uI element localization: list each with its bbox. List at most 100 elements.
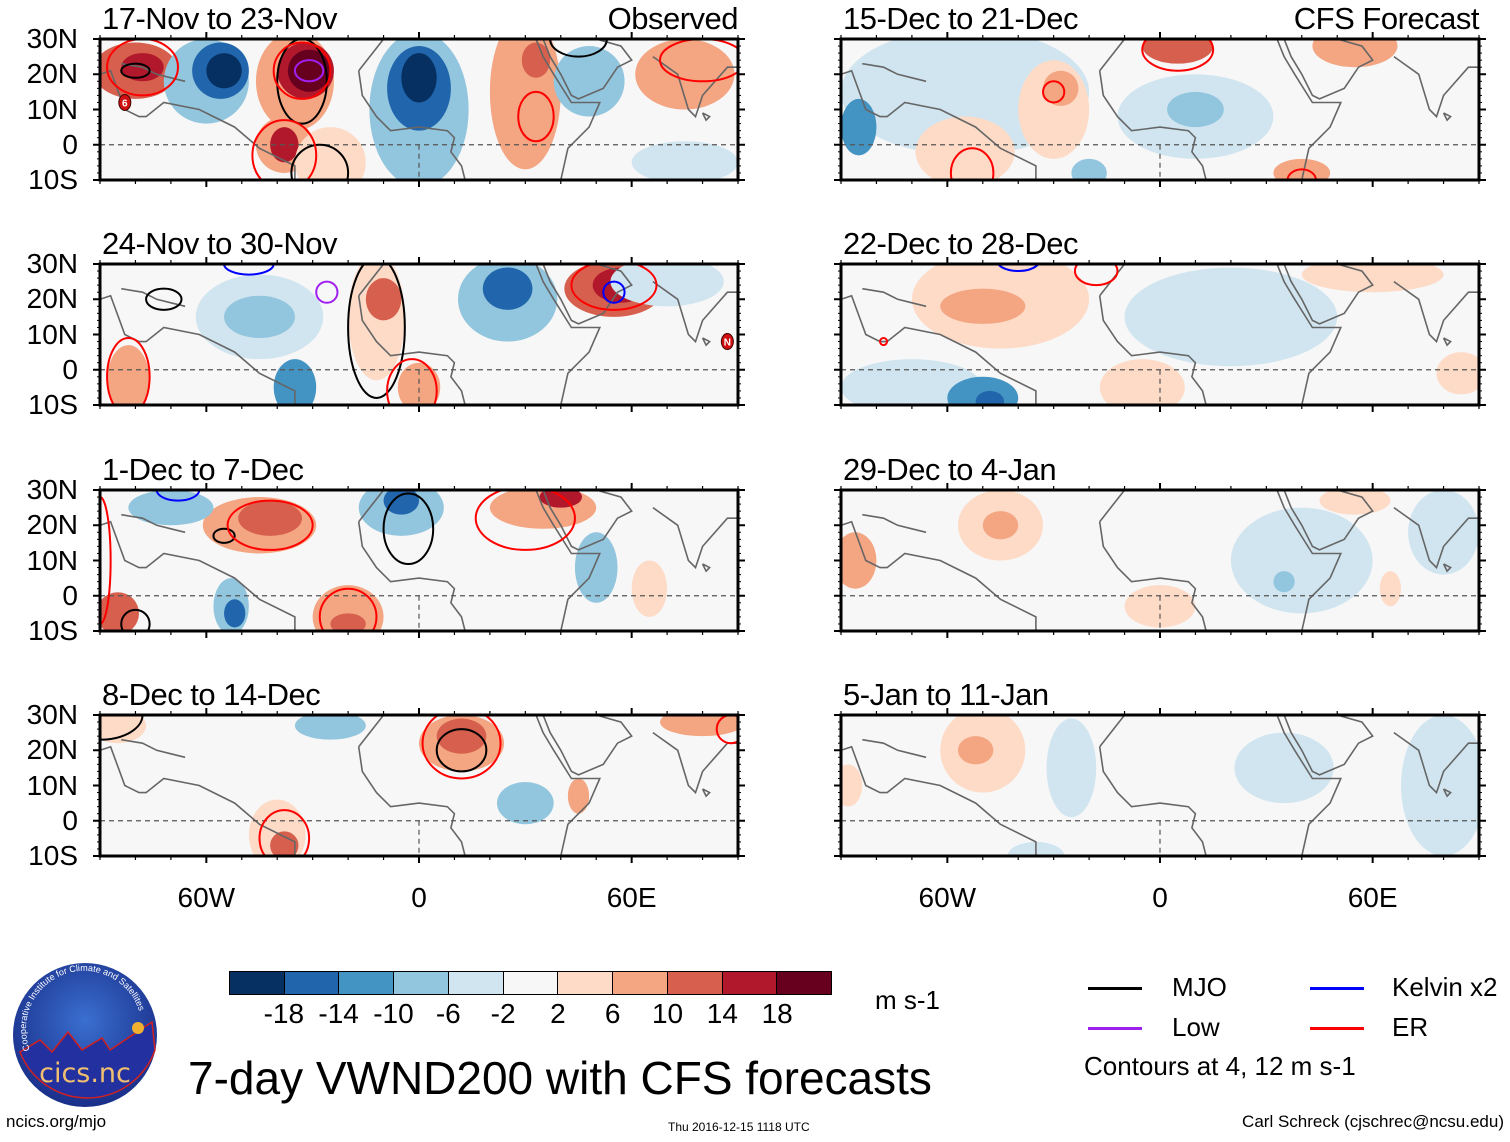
svg-text:6: 6: [122, 98, 128, 109]
anomaly-region: [1273, 571, 1295, 593]
y-tick-label: 30N: [26, 699, 78, 730]
map-panel: [834, 257, 1486, 412]
coastline: [1098, 521, 1207, 631]
coastline: [1442, 337, 1452, 347]
anomaly-region: [365, 278, 402, 321]
coastline: [542, 490, 633, 551]
coastline: [1442, 112, 1452, 122]
anomaly-region: [553, 46, 625, 117]
colorbar-swatch: [667, 972, 723, 994]
anomaly-region: [841, 359, 983, 405]
anomaly-region: [270, 831, 299, 856]
anomaly-region: [539, 490, 583, 508]
coastline: [1393, 731, 1479, 795]
anomaly-region: [294, 127, 366, 180]
panel-title: 17-Nov to 23-Nov: [102, 1, 337, 36]
coastline: [701, 112, 711, 122]
anomaly-region: [1230, 507, 1373, 614]
map-panel: [834, 32, 1486, 187]
anomaly-region: [1379, 571, 1402, 607]
coastline: [862, 738, 927, 759]
contour-er: [715, 715, 738, 745]
legend-line-kelvin: [1310, 987, 1364, 990]
coastline: [358, 39, 385, 72]
y-tick-label: 20N: [26, 509, 78, 541]
coastline: [1099, 39, 1126, 72]
anomaly-region: [330, 613, 366, 631]
legend-label-mjo: MJO: [1172, 972, 1227, 1002]
y-tick-label: 0: [62, 579, 78, 611]
anomaly-region: [287, 49, 331, 92]
coastline: [121, 287, 186, 308]
contour-kelvin: [602, 280, 626, 304]
y-tick-label: 20N: [26, 58, 78, 90]
anomaly-region: [273, 359, 317, 405]
coastline: [1442, 788, 1452, 798]
contour-er: [474, 490, 576, 551]
colorbar-tick-label: -10: [373, 998, 414, 1029]
contour-er: [226, 499, 314, 551]
panel-tag: Observed: [607, 1, 739, 36]
coastline: [542, 715, 633, 776]
anomaly-region: [521, 42, 551, 78]
anomaly-region: [401, 53, 437, 103]
coastline: [701, 788, 711, 798]
colorbar-swatch: [394, 972, 449, 994]
map-panel: 6: [93, 32, 745, 187]
coastline: [1098, 746, 1207, 856]
anomaly-region: [436, 718, 487, 754]
anomaly-region: [107, 345, 150, 405]
logo-sun-icon: [132, 1022, 144, 1034]
contour-er: [878, 337, 889, 347]
coastline: [542, 264, 633, 325]
contour-er: [386, 358, 438, 405]
y-tick-label: 20N: [26, 283, 78, 315]
coastline: [357, 295, 466, 405]
colorbar-tick-label: 14: [706, 998, 738, 1029]
coastline: [1442, 563, 1452, 573]
anomaly-region: [496, 781, 554, 825]
contour-er: [318, 587, 378, 631]
coastline: [121, 513, 186, 534]
anomaly-region: [100, 592, 139, 631]
y-tick-label: 0: [62, 353, 78, 385]
contour-low: [293, 59, 325, 83]
panel-title: 5-Jan to 11-Jan: [843, 677, 1049, 712]
coastline: [358, 264, 385, 297]
y-tick-label: 0: [62, 804, 78, 836]
colorbar-swatch: [777, 972, 832, 994]
coastline: [841, 520, 1037, 631]
x-tick-label: 60W: [918, 882, 977, 913]
coastline: [358, 715, 385, 748]
contour-er: [1042, 80, 1066, 104]
anomaly-region: [1436, 352, 1479, 395]
anomaly-region: [1234, 732, 1334, 804]
colorbar: [229, 971, 832, 995]
legend-line-low: [1088, 1027, 1142, 1030]
x-tick-label: 60W: [177, 882, 236, 913]
colorbar-tick-label: 6: [604, 998, 621, 1029]
map-panel: [834, 708, 1486, 863]
panel-title: 8-Dec to 14-Dec: [102, 677, 321, 712]
contour-mjo: [276, 39, 328, 125]
anomaly-region: [841, 764, 863, 807]
contour-er: [570, 264, 658, 311]
anomaly-region: [574, 532, 618, 603]
x-tick-label: 60E: [606, 882, 657, 913]
anomaly-region: [482, 267, 533, 310]
coastline: [1098, 70, 1207, 180]
anomaly-region: [567, 778, 590, 814]
coastline: [701, 563, 711, 573]
coastline: [542, 39, 633, 100]
panel-title: 22-Dec to 28-Dec: [843, 226, 1078, 261]
y-tick-label: 30N: [26, 23, 78, 54]
x-tick-label: 0: [1152, 882, 1168, 913]
anomaly-region: [100, 715, 147, 744]
coastline: [652, 55, 738, 119]
coastline: [1283, 39, 1374, 100]
map-panel: [834, 483, 1486, 638]
tropical-storm-icon: 6: [118, 93, 132, 111]
contour-er: [517, 90, 555, 143]
y-tick-label: 20N: [26, 734, 78, 766]
footer-url[interactable]: ncics.org/mjo: [6, 1112, 107, 1131]
